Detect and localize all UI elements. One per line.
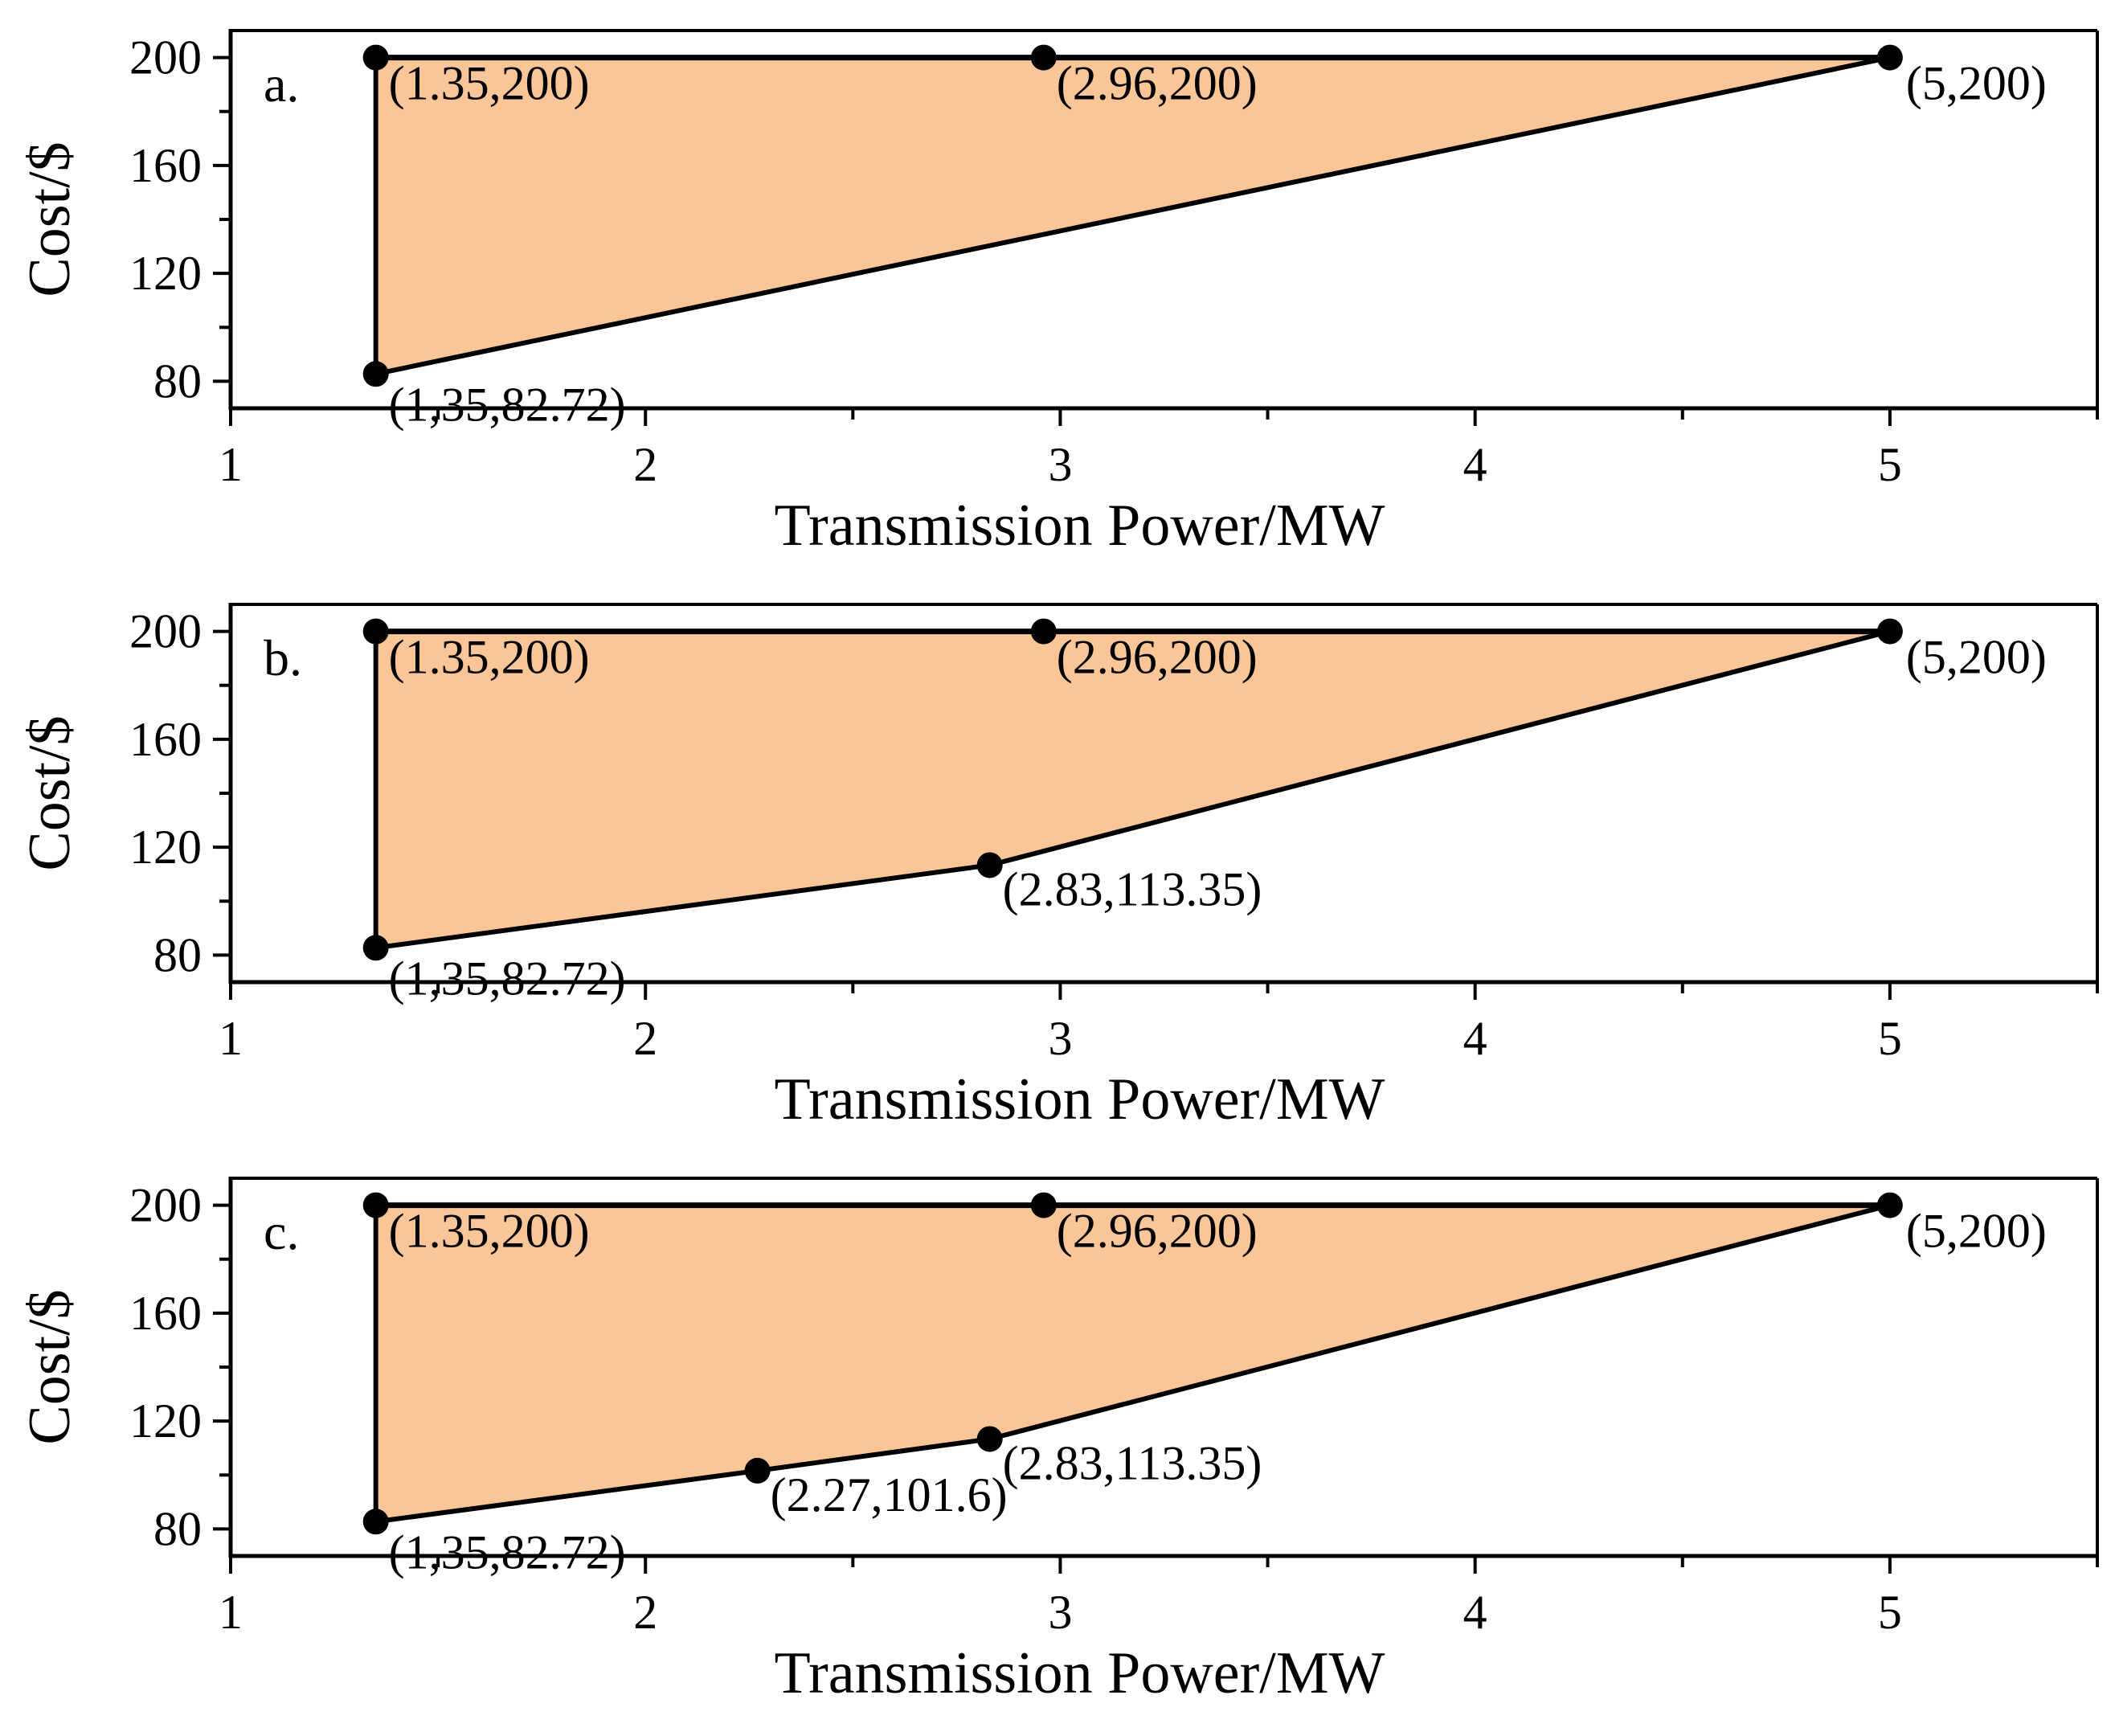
y-tick-label: 120 [129, 821, 202, 874]
x-tick-label: 5 [1878, 438, 1902, 491]
x-tick-label: 4 [1463, 1012, 1487, 1065]
data-point-label: (1,35,82.72) [389, 1525, 626, 1578]
y-tick-label: 200 [129, 1179, 202, 1232]
chart-panel-b: 1 2 3 4 5 80 120 160 200 Transmission Power/MW Cos… [17, 603, 2099, 1132]
feasible-region [375, 57, 1890, 375]
y-axis-title: Cost/$ [17, 715, 83, 870]
feasible-region [375, 1205, 1890, 1522]
data-point-label: (1,35,82.72) [389, 952, 626, 1005]
data-point-label: (1.35,200) [389, 1205, 590, 1258]
data-point [1030, 618, 1057, 645]
data-point-label: (1.35,200) [389, 631, 590, 684]
x-tick-label: 4 [1463, 438, 1487, 491]
x-axis-title: Transmission Power/MW [775, 1640, 1385, 1706]
x-tick-label: 2 [633, 438, 657, 491]
data-point [1030, 1192, 1057, 1218]
y-tick-label: 120 [129, 1394, 202, 1447]
data-point-label: (5,200) [1906, 57, 2047, 110]
data-point-label: (2.83,113.35) [1003, 1436, 1262, 1489]
x-tick-label: 5 [1878, 1586, 1902, 1639]
data-point [1030, 44, 1057, 71]
chart-panel-a: 1 2 3 4 5 80 120 160 200 Transmission Power/MW Cos… [17, 29, 2099, 559]
x-tick-label: 1 [219, 1586, 243, 1639]
data-point-label: (2.27,101.6) [771, 1468, 1008, 1521]
x-tick-label: 5 [1878, 1012, 1902, 1065]
x-tick-label: 2 [633, 1012, 657, 1065]
data-point [362, 618, 389, 645]
y-tick-label: 80 [153, 354, 202, 407]
data-point [976, 1426, 1003, 1452]
y-axis-title: Cost/$ [17, 1289, 83, 1444]
y-tick-label: 160 [129, 713, 202, 766]
data-point-label: (5,200) [1906, 631, 2047, 684]
data-point-label: (1,35,82.72) [389, 378, 626, 431]
panel-label: c. [264, 1203, 299, 1260]
chart-panel-c: 1 2 3 4 5 80 120 160 200 Transmission Power/MW Cos… [17, 1177, 2099, 1706]
y-tick-label: 160 [129, 1287, 202, 1340]
data-point-label: (1.35,200) [389, 57, 590, 110]
data-point [362, 361, 389, 387]
x-tick-label: 3 [1048, 438, 1072, 491]
data-point [362, 1192, 389, 1218]
feasible-region [375, 631, 1890, 948]
y-tick-label: 160 [129, 139, 202, 192]
data-point [362, 935, 389, 961]
data-point-label: (5,200) [1906, 1205, 2047, 1258]
data-point [744, 1457, 771, 1484]
y-tick-label: 80 [153, 1502, 202, 1555]
lower-boundary-line [375, 1202, 1891, 1525]
x-tick-label: 3 [1048, 1586, 1072, 1639]
panel-label: a. [264, 55, 299, 113]
x-tick-label: 2 [633, 1586, 657, 1639]
y-tick-label: 80 [153, 928, 202, 981]
y-tick-label: 120 [129, 247, 202, 300]
data-point [1876, 1192, 1903, 1218]
data-point [976, 852, 1003, 878]
y-tick-label: 200 [129, 31, 202, 84]
data-point-label: (2.96,200) [1057, 57, 1258, 110]
x-tick-label: 1 [219, 438, 243, 491]
x-tick-label: 3 [1048, 1012, 1072, 1065]
data-point [1876, 44, 1903, 71]
data-point-label: (2.96,200) [1057, 631, 1258, 684]
data-point-label: (2.96,200) [1057, 1205, 1258, 1258]
x-axis-title: Transmission Power/MW [775, 1067, 1385, 1132]
panel-label: b. [264, 629, 302, 686]
data-point [362, 44, 389, 71]
y-tick-label: 200 [129, 605, 202, 658]
x-axis-title: Transmission Power/MW [775, 493, 1385, 559]
y-axis-title: Cost/$ [17, 141, 83, 297]
data-point [1876, 618, 1903, 645]
lower-boundary-line [375, 55, 1891, 377]
x-tick-label: 1 [219, 1012, 243, 1065]
x-tick-label: 4 [1463, 1586, 1487, 1639]
data-point-label: (2.83,113.35) [1003, 862, 1262, 915]
data-point [362, 1509, 389, 1535]
